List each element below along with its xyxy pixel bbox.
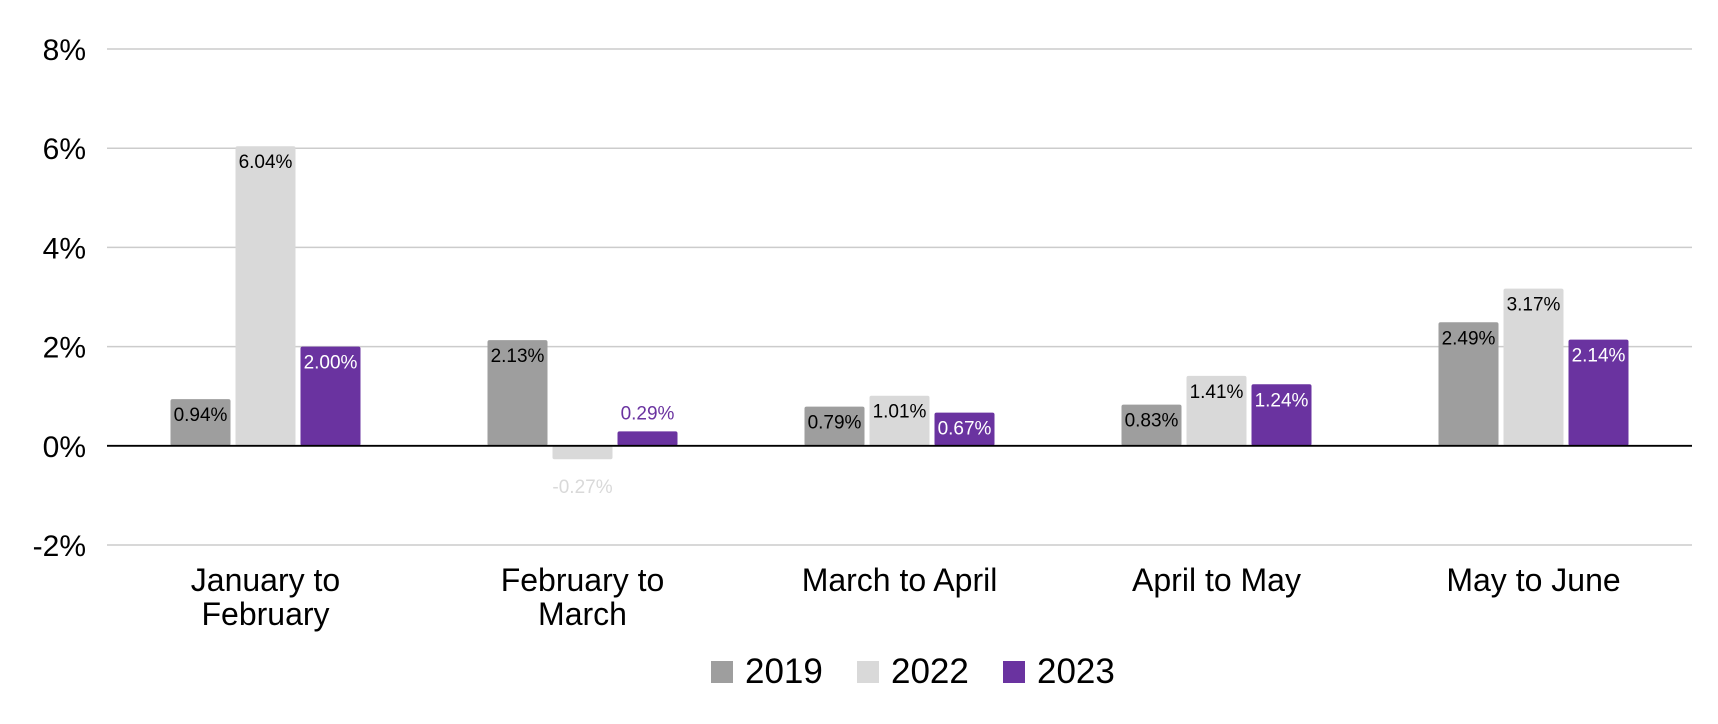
y-tick-label: 2% bbox=[43, 332, 86, 365]
bar-data-label: 0.67% bbox=[938, 419, 992, 440]
bar-data-label: 1.41% bbox=[1190, 382, 1244, 403]
x-category-label: February to March bbox=[501, 562, 665, 632]
bar-data-label: 0.83% bbox=[1125, 411, 1179, 432]
y-tick-label: 6% bbox=[43, 133, 86, 166]
bar bbox=[1568, 339, 1629, 446]
bar-data-label: 2.14% bbox=[1572, 346, 1626, 367]
bar-data-label: 6.04% bbox=[239, 152, 293, 173]
x-category-label: May to June bbox=[1446, 562, 1620, 598]
gridlines bbox=[107, 48, 1692, 546]
bar-data-label: 0.29% bbox=[621, 403, 675, 424]
bar-data-label: 2.49% bbox=[1442, 328, 1496, 349]
x-category-label: April to May bbox=[1132, 562, 1301, 598]
bar bbox=[552, 445, 613, 460]
bar-data-label: 1.01% bbox=[873, 402, 927, 423]
y-tick-label: -2% bbox=[33, 530, 86, 563]
y-tick-label: 8% bbox=[43, 34, 86, 67]
bar bbox=[170, 399, 231, 446]
y-tick-label: 0% bbox=[43, 431, 86, 464]
legend-label: 2019 bbox=[745, 652, 823, 691]
legend-label: 2023 bbox=[1037, 652, 1115, 691]
y-axis-ticks: -2% 0% 2% 4% 6% 8% bbox=[33, 34, 86, 563]
bar bbox=[487, 340, 548, 446]
bars bbox=[170, 146, 1629, 460]
bar bbox=[804, 406, 865, 446]
bar bbox=[934, 412, 995, 446]
bar-data-label: 1.24% bbox=[1255, 390, 1309, 411]
x-category-label: March to April bbox=[802, 562, 998, 598]
bar-data-label: 2.00% bbox=[304, 353, 358, 374]
bar-data-label: 0.79% bbox=[808, 413, 862, 434]
bar bbox=[617, 431, 678, 446]
bar bbox=[1503, 288, 1564, 446]
bar-data-label: 0.94% bbox=[174, 405, 228, 426]
bar-data-label: 3.17% bbox=[1507, 295, 1561, 316]
y-tick-label: 4% bbox=[43, 232, 86, 265]
x-category-label: January to February bbox=[191, 562, 340, 632]
bar bbox=[1186, 375, 1247, 446]
bar bbox=[869, 395, 930, 446]
bar bbox=[1251, 384, 1312, 446]
legend-swatch bbox=[857, 661, 879, 683]
bar bbox=[235, 146, 296, 446]
data-labels: 0.94% 6.04% 2.00% 2.13% -0.27% 0.29% 0.79% 1.01… bbox=[174, 152, 1626, 498]
bar bbox=[1121, 404, 1182, 446]
bar bbox=[300, 346, 361, 446]
legend-swatch bbox=[711, 661, 733, 683]
bar bbox=[1438, 322, 1499, 446]
legend-label: 2022 bbox=[891, 652, 969, 691]
legend: 2019 2022 2023 bbox=[711, 652, 1115, 691]
legend-swatch bbox=[1003, 661, 1025, 683]
bar-data-label: -0.27% bbox=[552, 477, 612, 498]
bar-data-label: 2.13% bbox=[491, 346, 545, 367]
x-axis-categories: January to February February to March March … bbox=[191, 562, 1621, 632]
